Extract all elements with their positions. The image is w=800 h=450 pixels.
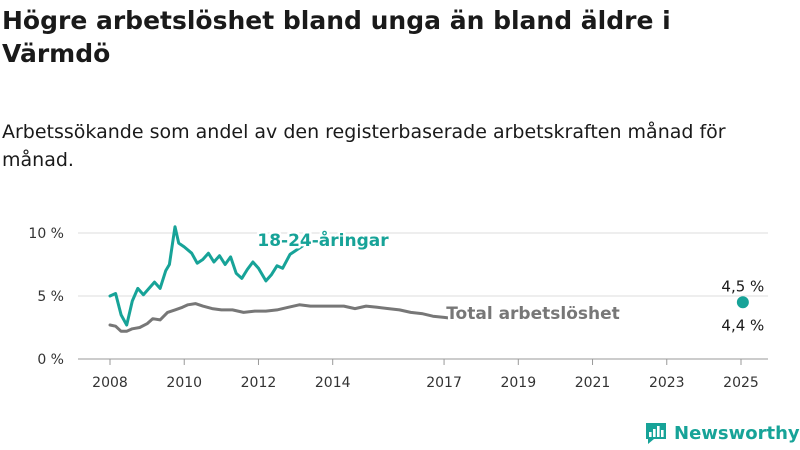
x-tick-label: 2021 [575,375,611,391]
x-tick-label: 2025 [723,375,759,391]
newsworthy-logo-icon [646,423,666,444]
y-tick-label: 0 % [37,352,64,368]
y-tick-label: 10 % [28,226,64,242]
y-axis-ticks: 0 % 5 % 10 % [28,226,64,368]
end-point-marker [736,296,749,309]
x-tick-label: 2010 [166,375,202,391]
end-label-young: 4,5 % [721,277,764,295]
x-tick-label: 2019 [500,375,536,391]
x-tick-label: 2008 [92,375,128,391]
x-tick-label: 2023 [649,375,685,391]
chart-subtitle: Arbetssökande som andel av den registerb… [2,121,726,171]
series-label-young: 18-24-åringar [257,229,389,251]
series-line-young [108,225,309,327]
newsworthy-logo: Newsworthy [644,420,800,446]
series-labels: 4,5 % 4,4 % 18-24-åringar Total arbetslöshe… [255,227,764,335]
series-label-total: Total arbetslöshet [446,304,620,324]
logo-text: Newsworthy [674,422,800,444]
x-tick-label: 2017 [426,375,462,391]
y-tick-label: 5 % [37,289,64,305]
chart-title: Högre arbetslöshet bland unga än bland ä… [2,6,671,68]
end-label-total: 4,4 % [721,317,764,335]
x-tick-label: 2014 [315,375,351,391]
x-tick-label: 2012 [241,375,277,391]
grid-lines [78,232,768,360]
series-line-total [108,302,457,333]
x-axis-ticks: 2008 2010 2012 2014 2017 2019 2021 2023 2025 [92,359,759,391]
series-lines [108,225,457,333]
